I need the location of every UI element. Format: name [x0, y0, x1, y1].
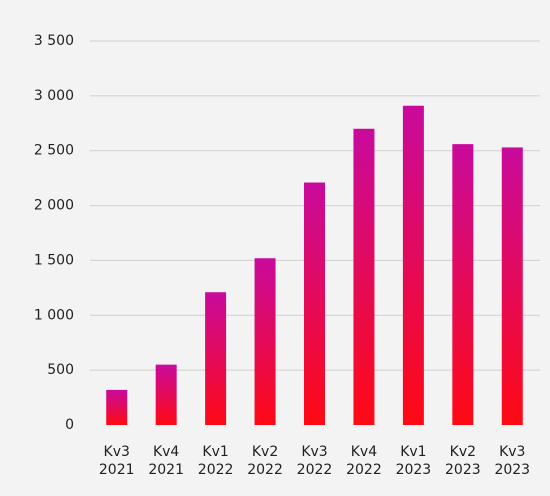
x-tick-label: Kv3 [499, 444, 525, 460]
y-tick-label: 3 000 [34, 88, 74, 104]
x-tick-label: Kv3 [104, 444, 130, 460]
x-tick-label: Kv3 [301, 444, 327, 460]
x-tick-label: 2022 [247, 462, 283, 478]
y-tick-label: 500 [47, 362, 74, 378]
x-tick-label: Kv2 [450, 444, 476, 460]
x-tick-label: Kv2 [252, 444, 278, 460]
bar [254, 258, 276, 425]
y-tick-label: 3 500 [34, 33, 74, 49]
x-tick-label: 2023 [396, 462, 432, 478]
bar [452, 144, 474, 426]
x-tick-label: 2022 [297, 462, 333, 478]
x-tick-label: 2021 [148, 462, 184, 478]
x-tick-label: 2022 [346, 462, 382, 478]
x-tick-label: 2023 [494, 462, 530, 478]
x-tick-label: Kv4 [153, 444, 179, 460]
bar [155, 364, 177, 425]
x-tick-label: Kv1 [202, 444, 228, 460]
bar [501, 147, 523, 425]
x-tick-label: 2022 [198, 462, 234, 478]
x-tick-label: Kv1 [400, 444, 426, 460]
bar [402, 105, 424, 425]
x-tick-label: 2023 [445, 462, 481, 478]
y-tick-label: 2 500 [34, 143, 74, 159]
bar [304, 182, 325, 425]
bar [106, 389, 128, 425]
y-tick-label: 0 [65, 417, 74, 433]
y-tick-label: 2 000 [34, 198, 74, 214]
bar [205, 292, 227, 425]
bar [353, 128, 375, 425]
x-tick-label: 2021 [99, 462, 135, 478]
y-tick-label: 1 000 [34, 307, 74, 323]
x-tick-label: Kv4 [351, 444, 377, 460]
y-tick-label: 1 500 [34, 252, 74, 268]
